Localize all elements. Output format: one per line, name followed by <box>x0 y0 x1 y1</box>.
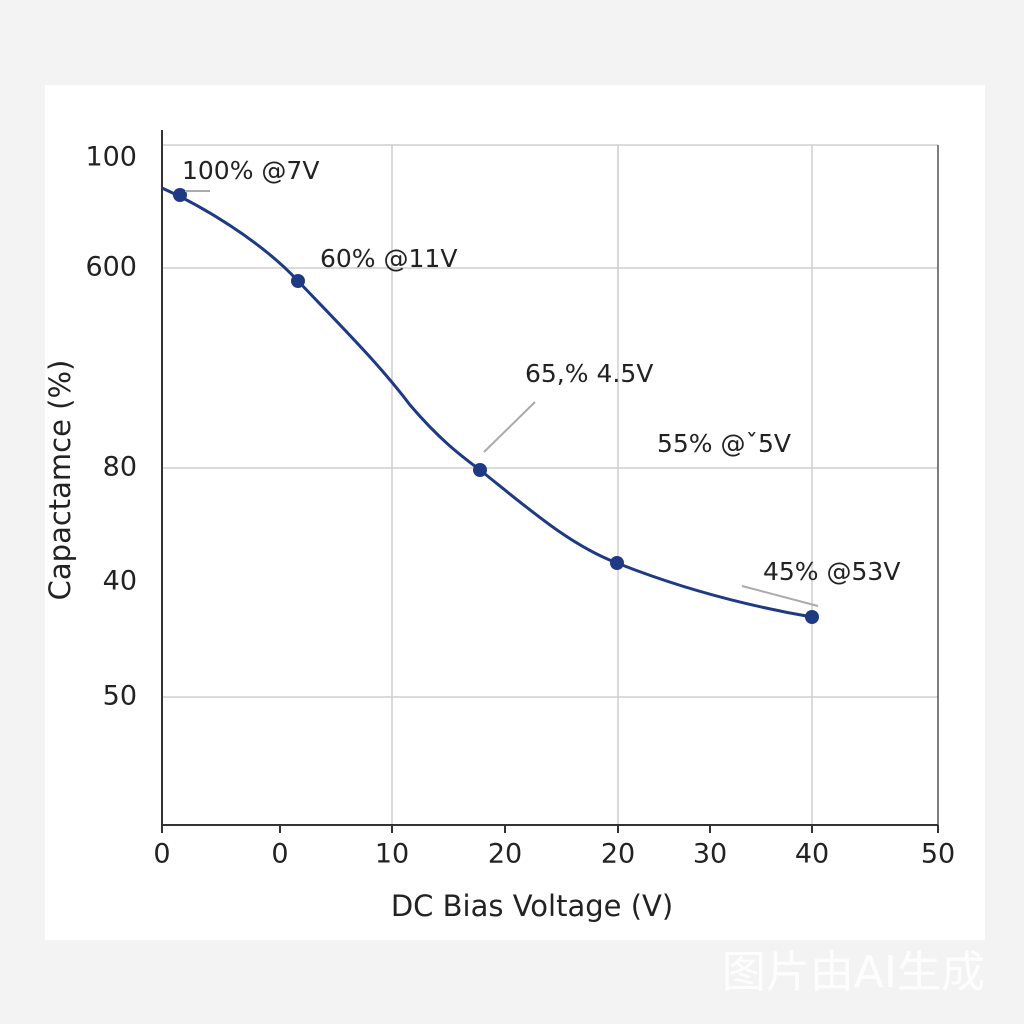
x-tick-label: 40 <box>795 839 829 870</box>
x-tick-label: 50 <box>921 839 955 870</box>
leader-line <box>741 585 819 607</box>
y-tick-label: 40 <box>103 566 137 597</box>
annotation: 60% @11V <box>320 244 457 273</box>
x-tick-label: 10 <box>375 839 409 870</box>
curve <box>161 186 813 619</box>
y-tick-label: 80 <box>103 452 137 483</box>
y-tick-label: 50 <box>103 681 137 712</box>
annotation: 65,% 4.5V <box>525 359 653 388</box>
y-tick-label: 100 <box>85 142 137 173</box>
annotation: 55% @ˇ5V <box>657 429 791 458</box>
x-tick-label: 20 <box>601 839 635 870</box>
data-point <box>173 188 187 202</box>
data-point <box>805 610 819 624</box>
x-tick-label: 0 <box>153 839 170 870</box>
data-point <box>473 463 487 477</box>
data-point <box>610 556 624 570</box>
x-tick-label: 20 <box>488 839 522 870</box>
x-tick-label: 0 <box>271 839 288 870</box>
annotation: 45% @53V <box>763 557 900 586</box>
watermark: 图片由AI生成 <box>722 947 985 998</box>
x-tick-label: 30 <box>693 839 727 870</box>
leader-line <box>483 401 536 453</box>
data-point <box>291 274 305 288</box>
panel <box>45 85 985 940</box>
x-axis-title: DC Bias Voltage (V) <box>391 889 673 923</box>
y-tick-label: 600 <box>85 252 137 283</box>
annotation: 100% @7V <box>182 156 319 185</box>
y-axis-title: Capactamce (%) <box>43 360 77 601</box>
